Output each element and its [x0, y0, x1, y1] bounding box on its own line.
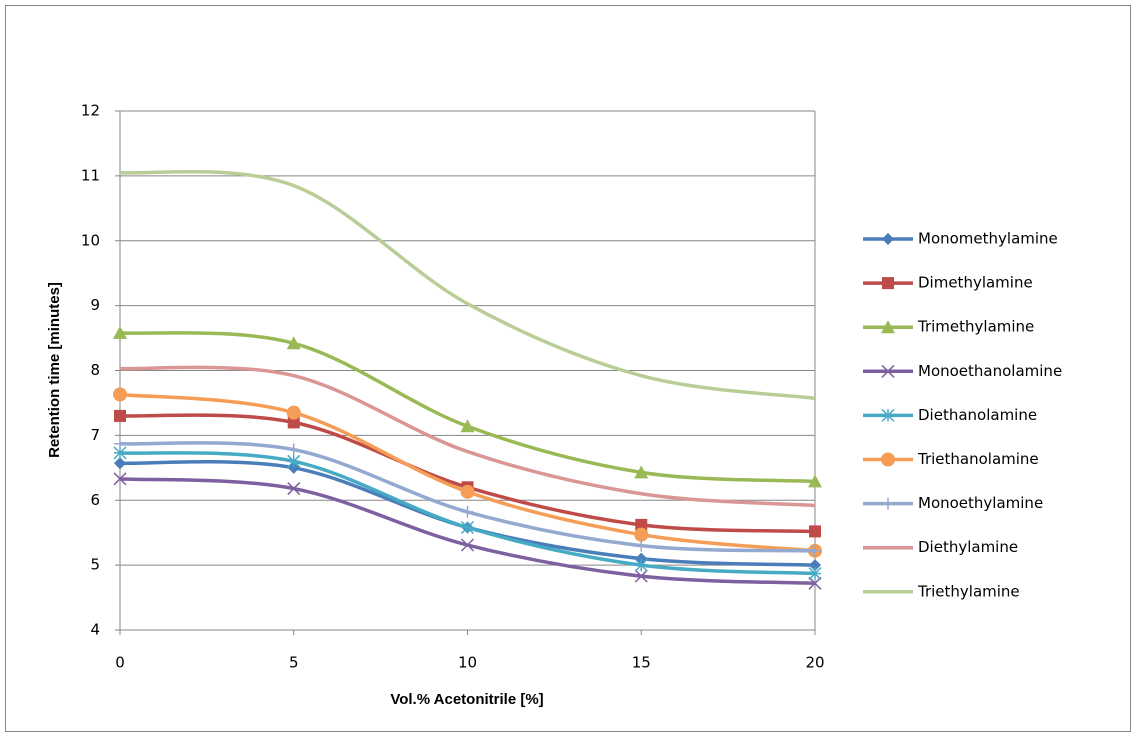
y-axis-title: Retention time [minutes]: [46, 282, 63, 458]
legend-label: Triethanolamine: [917, 450, 1039, 468]
legend-marker: [882, 277, 894, 290]
y-tick-label: 4: [90, 621, 100, 639]
legend-marker: [881, 320, 895, 334]
x-tick-label: 0: [115, 654, 125, 672]
data-point: [808, 567, 822, 581]
data-point: [635, 539, 648, 552]
data-point: [286, 405, 301, 420]
legend-label: Dimethylamine: [918, 274, 1033, 292]
data-point: [634, 465, 649, 479]
legend-marker: [881, 408, 895, 422]
x-tick-label: 15: [632, 654, 651, 672]
x-axis-title: Vol.% Acetonitrile [%]: [390, 691, 543, 708]
data-point: [286, 336, 301, 350]
data-point: [461, 505, 474, 518]
data-point: [809, 559, 821, 572]
data-point: [287, 443, 300, 456]
series-line: [119, 365, 816, 508]
y-tick-label: 12: [81, 102, 100, 120]
y-tick-label: 6: [90, 491, 100, 509]
data-point: [114, 457, 126, 470]
data-point: [113, 446, 127, 460]
y-tick-label: 9: [90, 296, 100, 314]
data-point: [808, 474, 822, 488]
data-point: [460, 484, 475, 499]
legend-marker: [881, 364, 895, 378]
x-tick-label: 20: [805, 654, 824, 672]
legend-label: Trimethylamine: [917, 318, 1034, 336]
data-point: [460, 538, 475, 552]
legend-marker: [882, 233, 894, 245]
data-point: [634, 558, 648, 572]
y-tick-label: 11: [81, 166, 100, 184]
data-point: [113, 387, 127, 402]
data-point: [635, 518, 648, 531]
data-point: [113, 325, 127, 339]
legend-label: Monoethylamine: [918, 494, 1043, 512]
data-point: [113, 472, 127, 486]
legend-label: Triethylamine: [917, 582, 1020, 600]
data-point: [114, 437, 126, 450]
legend-label: Monomethylamine: [918, 230, 1058, 248]
legend-marker: [882, 497, 894, 510]
data-point: [460, 520, 475, 535]
y-tick-label: 5: [90, 556, 100, 574]
x-tick-label: 10: [458, 654, 477, 672]
data-point: [287, 416, 300, 429]
data-point: [809, 544, 821, 557]
x-tick-label: 5: [289, 654, 299, 672]
data-point: [634, 569, 648, 583]
data-point: [287, 454, 301, 468]
data-point: [460, 419, 475, 433]
data-point: [809, 525, 821, 538]
legend-label: Monoethanolamine: [918, 362, 1062, 380]
legend-label: Diethanolamine: [918, 406, 1037, 424]
data-point: [287, 482, 301, 496]
y-tick-label: 7: [90, 426, 100, 444]
data-point: [114, 409, 126, 422]
y-tick-label: 10: [81, 231, 100, 249]
legend-marker: [881, 452, 895, 467]
legend-label: Diethylamine: [918, 538, 1018, 556]
series-line: [119, 169, 816, 401]
data-point: [634, 527, 649, 542]
y-tick-label: 8: [90, 361, 100, 379]
data-point: [808, 576, 822, 590]
